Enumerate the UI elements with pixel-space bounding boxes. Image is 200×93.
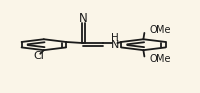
Text: O: O <box>149 25 157 35</box>
Text: Cl: Cl <box>33 51 44 61</box>
Text: Me: Me <box>156 54 171 64</box>
Text: Me: Me <box>156 25 171 35</box>
Text: N: N <box>79 12 88 25</box>
Text: O: O <box>149 54 157 64</box>
Text: N: N <box>111 40 119 50</box>
Text: H: H <box>111 33 119 43</box>
